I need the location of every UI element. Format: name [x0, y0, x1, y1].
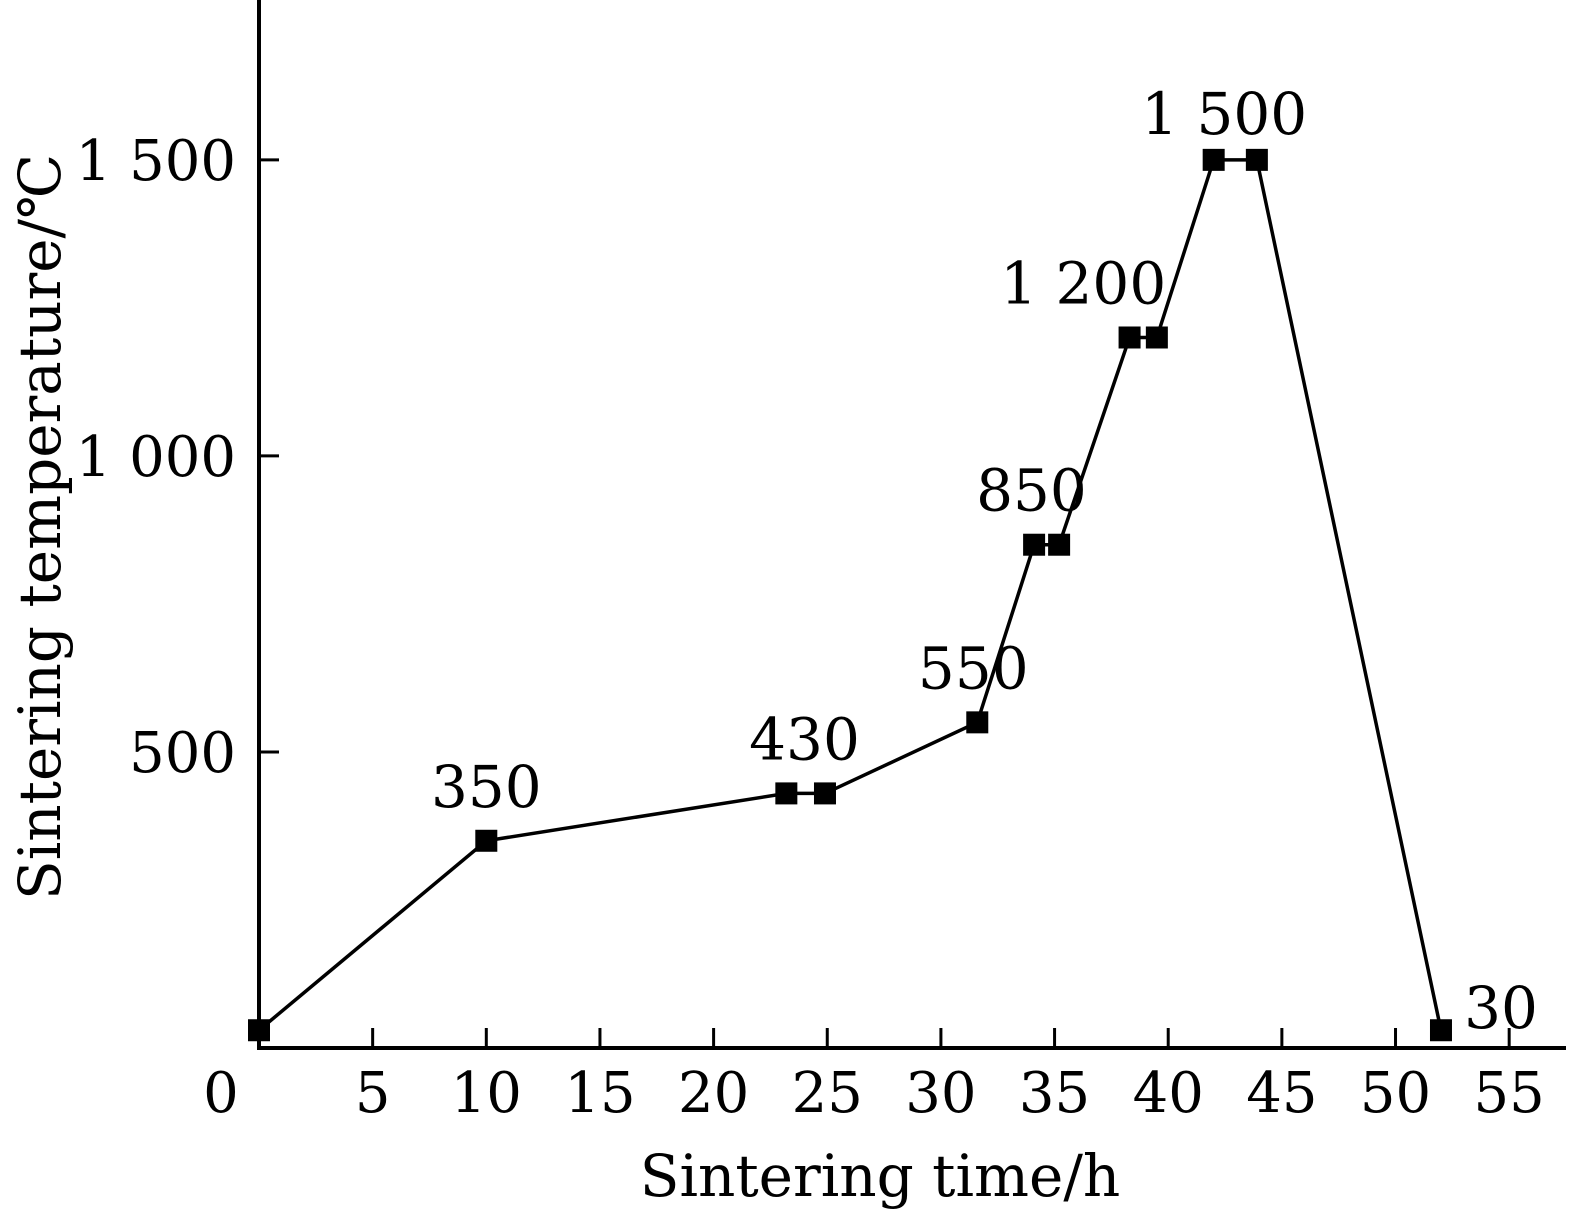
data-point	[1245, 148, 1268, 171]
data-point	[1048, 533, 1071, 556]
series-line	[257, 158, 1443, 1032]
data-label: 1 200	[1000, 249, 1166, 317]
x-tick-label: 35	[1019, 1061, 1090, 1126]
axes	[257, 0, 1566, 1050]
x-tick-label: 0	[203, 1061, 239, 1126]
y-tick-label: 1 000	[76, 425, 236, 490]
x-tick-label: 40	[1133, 1061, 1204, 1126]
data-point	[1145, 326, 1168, 349]
data-label: 1 500	[1141, 80, 1307, 148]
x-tick-label: 55	[1474, 1061, 1545, 1126]
data-label: 350	[431, 753, 542, 821]
y-axis-ticks: 500 1 000 1 500	[76, 129, 279, 786]
data-point	[475, 829, 498, 852]
x-axis-label: Sintering time/h	[640, 1142, 1121, 1210]
data-point	[775, 782, 798, 805]
y-tick-label: 500	[129, 721, 236, 786]
data-point	[1202, 148, 1225, 171]
x-tick-label: 45	[1246, 1061, 1317, 1126]
data-point	[248, 1019, 270, 1042]
series-group	[248, 148, 1452, 1042]
data-label: 550	[918, 634, 1029, 702]
x-tick-label: 15	[564, 1061, 635, 1126]
data-labels: 350 430 550 850 1 200 1 500 30	[431, 80, 1538, 1042]
data-label: 30	[1464, 974, 1538, 1042]
x-tick-label: 30	[905, 1061, 976, 1126]
data-point	[813, 782, 836, 805]
data-point	[1023, 533, 1046, 556]
data-label: 430	[749, 705, 860, 773]
data-point	[966, 711, 989, 734]
data-point	[1429, 1019, 1452, 1042]
y-axis-label: Sintering temperature/℃	[6, 154, 74, 900]
x-tick-label: 50	[1360, 1061, 1431, 1126]
data-label: 850	[976, 457, 1087, 525]
x-tick-label: 10	[451, 1061, 522, 1126]
x-tick-label: 25	[792, 1061, 863, 1126]
x-axis-ticks: 0 5 10 15 20 25 30 35 40 45 50 55	[203, 1028, 1545, 1126]
x-tick-label: 5	[355, 1061, 391, 1126]
y-tick-label: 1 500	[76, 129, 236, 194]
data-point	[1118, 326, 1141, 349]
x-tick-label: 20	[678, 1061, 749, 1126]
